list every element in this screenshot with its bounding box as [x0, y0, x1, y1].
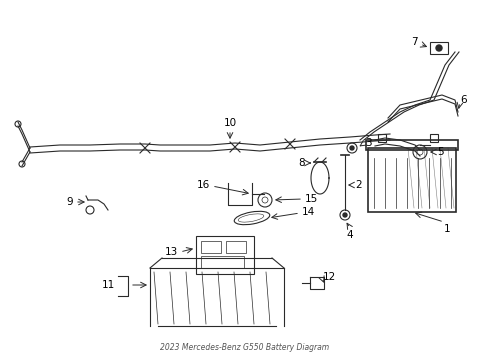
Text: 16: 16	[197, 180, 210, 190]
Text: 14: 14	[302, 207, 315, 217]
Text: 8: 8	[298, 158, 305, 168]
Circle shape	[350, 146, 354, 150]
Bar	[201, 256, 244, 268]
Text: 10: 10	[223, 118, 237, 128]
Text: 15: 15	[305, 194, 318, 204]
Text: 13: 13	[165, 247, 178, 257]
Text: 1: 1	[444, 224, 451, 234]
Bar	[226, 241, 246, 253]
Text: 7: 7	[412, 37, 418, 47]
Text: 6: 6	[460, 95, 466, 105]
Bar	[201, 241, 221, 253]
Text: 4: 4	[347, 230, 353, 240]
Text: 2: 2	[355, 180, 362, 190]
Text: 12: 12	[323, 272, 336, 282]
Circle shape	[343, 213, 347, 217]
Bar	[196, 236, 254, 274]
Text: 5: 5	[437, 147, 443, 157]
Text: 9: 9	[66, 197, 73, 207]
Bar	[378, 134, 386, 142]
Bar	[366, 140, 458, 150]
Text: 11: 11	[102, 280, 115, 290]
Text: 3: 3	[365, 138, 371, 148]
Bar	[430, 134, 438, 142]
Bar	[430, 42, 448, 54]
Text: 2023 Mercedes-Benz G550 Battery Diagram: 2023 Mercedes-Benz G550 Battery Diagram	[160, 343, 330, 352]
Circle shape	[436, 45, 442, 51]
Bar	[368, 148, 456, 212]
